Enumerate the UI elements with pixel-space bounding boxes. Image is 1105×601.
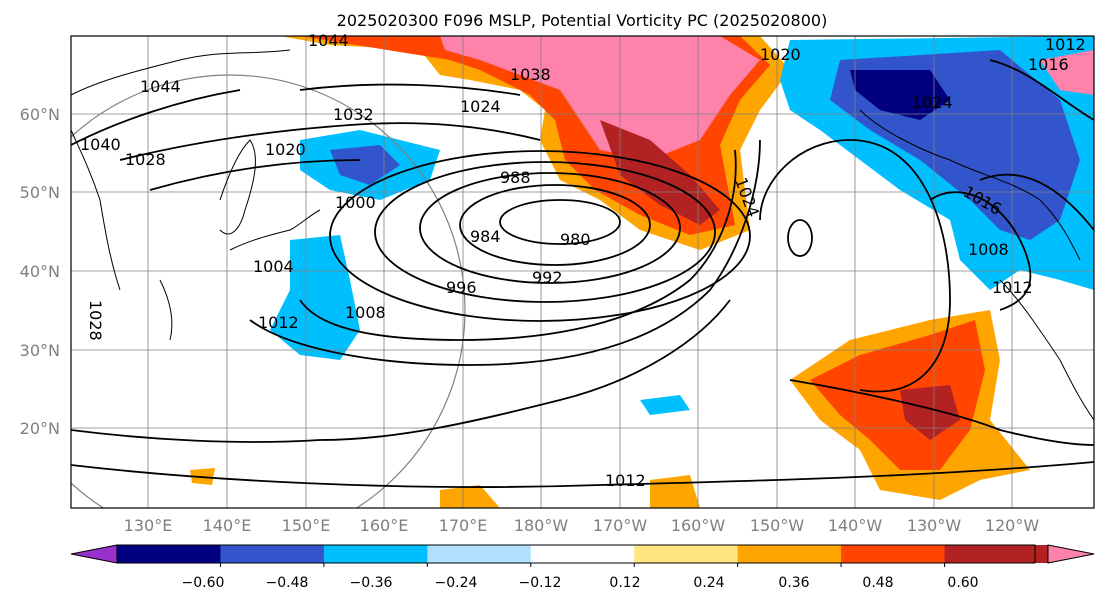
- isobar-label: 1020: [265, 140, 306, 159]
- lat-label: 50°N: [20, 183, 60, 202]
- colorbar-swatches: [70, 544, 1095, 564]
- isobar-label: 1012: [1045, 35, 1086, 54]
- colorbar-swatch: [944, 545, 1049, 563]
- isobar-label: 1028: [86, 300, 105, 341]
- lon-label: 160°E: [360, 516, 409, 535]
- colorbar-tick-label: 0.48: [862, 575, 893, 591]
- lon-label: 130°W: [907, 516, 962, 535]
- colorbar-swatch: [737, 545, 842, 563]
- isobar-label: 996: [446, 278, 477, 297]
- lon-label: 140°W: [828, 516, 883, 535]
- isobars: [71, 59, 1094, 488]
- pv-negative-region: [270, 235, 360, 360]
- coastlines: [71, 49, 1094, 421]
- isobar-label: 1000: [335, 193, 376, 212]
- pv-negative-region: [640, 395, 690, 415]
- colorbar-swatch: [634, 545, 739, 563]
- pv-negative-region: [330, 145, 400, 185]
- isobar-label: 1012: [605, 471, 646, 490]
- isobar-label: 1028: [125, 150, 166, 169]
- colorbar-tick-label: −0.36: [350, 575, 393, 591]
- pv-high-region: [900, 385, 960, 440]
- colorbar-extend-high: [1047, 544, 1095, 564]
- colorbar-swatch: [530, 545, 635, 563]
- lat-label: 60°N: [20, 105, 60, 124]
- isobar-label: 1008: [968, 240, 1009, 259]
- graticule: [71, 36, 1094, 508]
- isobar-label: 1020: [760, 45, 801, 64]
- lon-label: 130°E: [124, 516, 173, 535]
- colorbar-swatch: [427, 545, 532, 563]
- colorbar-ticks: [219, 563, 946, 567]
- lon-label: 180°W: [514, 516, 569, 535]
- lat-label: 40°N: [20, 262, 60, 281]
- lat-label: 20°N: [20, 419, 60, 438]
- figure-title: 2025020300 F096 MSLP, Potential Vorticit…: [337, 11, 828, 30]
- lon-label: 170°W: [593, 516, 648, 535]
- isobar-label: 1044: [140, 77, 181, 96]
- map-frame: [70, 35, 1095, 509]
- isobar-label: 1032: [333, 105, 374, 124]
- colorbar-swatch: [220, 545, 325, 563]
- colorbar-tick-label: 0.24: [693, 575, 724, 591]
- isobar-label: 1004: [253, 257, 294, 276]
- colorbar-tick-label: 0.60: [947, 575, 978, 591]
- lon-label: 160°W: [671, 516, 726, 535]
- isobar-label: 1044: [308, 31, 349, 50]
- latitude-labels: 60°N 50°N 40°N 30°N 20°N: [20, 105, 60, 438]
- colorbar-tick-label: 0.36: [778, 575, 809, 591]
- lon-label: 170°E: [439, 516, 488, 535]
- isobar-label: 1016: [1028, 55, 1069, 74]
- colorbar-swatch: [117, 545, 221, 563]
- colorbar-tick-label: −0.60: [182, 575, 225, 591]
- isobar-label: 984: [470, 227, 501, 246]
- lon-label: 140°E: [203, 516, 252, 535]
- lat-label: 30°N: [20, 341, 60, 360]
- lon-label: 150°W: [750, 516, 805, 535]
- isobar-label: 1008: [345, 303, 386, 322]
- isobar-label: 1012: [992, 278, 1033, 297]
- isobar-label: 1038: [510, 65, 551, 84]
- pv-shading: [190, 36, 1094, 508]
- isobar-label: 988: [500, 168, 531, 187]
- colorbar-tick-labels: −0.60 −0.48 −0.36 −0.24 −0.12 0.12 0.24 …: [182, 575, 979, 591]
- colorbar-frame: [116, 544, 1036, 564]
- colorbar-tick-label: −0.12: [519, 575, 562, 591]
- pv-high-region: [600, 120, 720, 225]
- colorbar-extend-low: [70, 544, 118, 564]
- colorbar-swatch: [323, 545, 428, 563]
- colorbar-tick-label: −0.24: [435, 575, 478, 591]
- pv-positive-region: [1040, 50, 1094, 95]
- pv-high-region: [440, 36, 760, 160]
- isobar-labels: 1044 1044 1032 1024 1020 1028 1040 1038 …: [80, 31, 1086, 490]
- isobar-label: 1012: [258, 313, 299, 332]
- colorbar-swatch: [841, 545, 946, 563]
- isobar-label: 1024: [912, 93, 953, 112]
- isobar-label: 992: [532, 268, 563, 287]
- pv-negative-core: [850, 70, 950, 120]
- isobar-label: 1040: [80, 135, 121, 154]
- lon-label: 150°E: [282, 516, 331, 535]
- isobar-label: 1024: [460, 97, 501, 116]
- isobar-label: 980: [560, 230, 591, 249]
- colorbar: −0.60 −0.48 −0.36 −0.24 −0.12 0.12 0.24 …: [70, 544, 1095, 591]
- longitude-labels: 130°E 140°E 150°E 160°E 170°E 180°W 170°…: [124, 516, 1040, 535]
- lon-label: 120°W: [985, 516, 1040, 535]
- colorbar-tick-label: −0.48: [266, 575, 309, 591]
- map-panel: 1044 1044 1032 1024 1020 1028 1040 1038 …: [70, 31, 1095, 509]
- pv-positive-region: [440, 485, 500, 508]
- colorbar-tick-label: 0.12: [609, 575, 640, 591]
